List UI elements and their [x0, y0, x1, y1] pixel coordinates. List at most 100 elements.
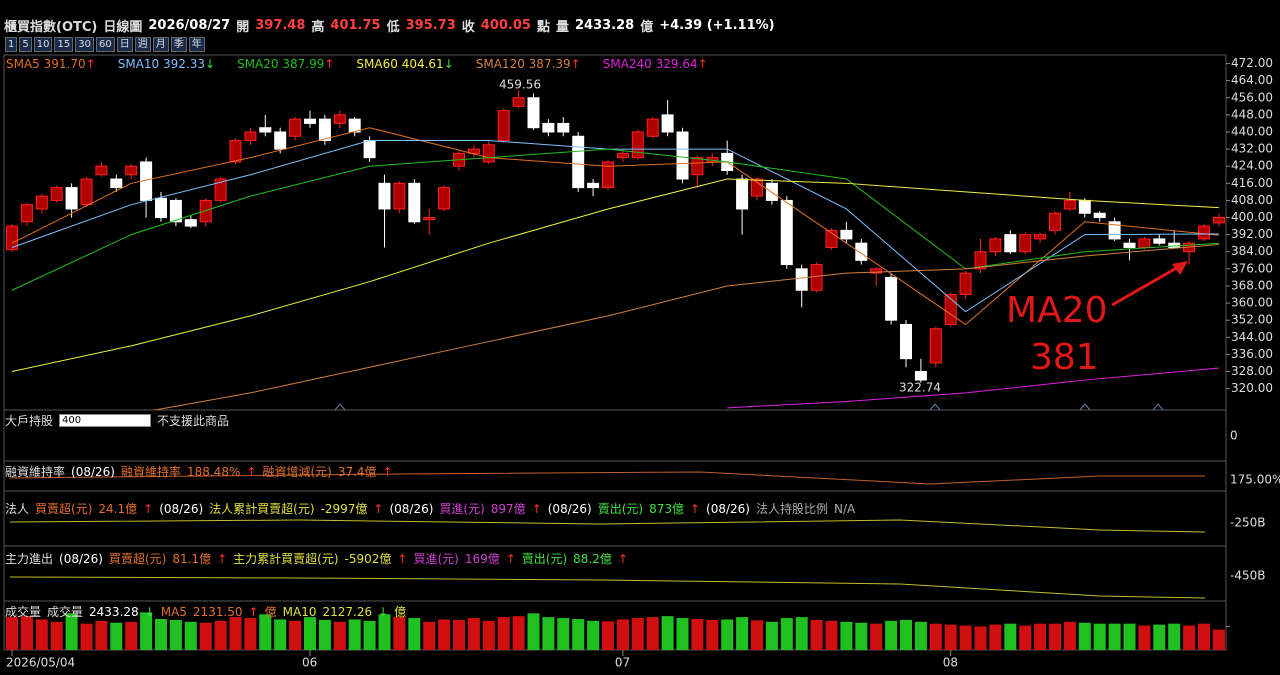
- candle-body: [348, 118, 361, 133]
- period-button[interactable]: 30: [75, 37, 94, 52]
- volume-bar: [602, 621, 614, 650]
- high-label: 459.56: [499, 78, 541, 92]
- period-button[interactable]: 15: [54, 37, 74, 52]
- candle-body: [542, 122, 555, 133]
- volume-bar: [20, 616, 33, 650]
- header-text: 高: [311, 20, 325, 35]
- header-text: 2433.28: [575, 18, 635, 33]
- legend-arrow: ↑: [85, 57, 96, 71]
- volume-bar: [453, 619, 465, 650]
- period-button[interactable]: 1: [5, 37, 18, 52]
- legend-name: SMA120: [475, 57, 525, 71]
- panel-text: ↑: [217, 551, 228, 566]
- volume-bar: [1183, 625, 1196, 650]
- header-text: 量: [555, 20, 569, 35]
- main-force-line: [9, 576, 1206, 599]
- candle-body: [214, 178, 227, 201]
- volume-bar: [1108, 623, 1121, 650]
- volume-bar: [780, 618, 793, 650]
- candle-body: [1034, 234, 1047, 240]
- y-tick-label: 336.00: [1231, 347, 1273, 361]
- panel-text: ↑: [143, 501, 154, 516]
- legend-arrow: ↑: [697, 57, 708, 71]
- volume-bar: [80, 623, 93, 650]
- volume-bar: [229, 617, 242, 650]
- volume-bar: [1198, 623, 1210, 650]
- main-plot: [6, 90, 1225, 410]
- y-tick-label: 344.00: [1231, 330, 1273, 344]
- candle-body: [363, 140, 376, 159]
- panel-text: N/A: [834, 501, 856, 516]
- volume-bar: [333, 621, 346, 650]
- volume-bar: [765, 621, 778, 650]
- header-text: 低: [386, 20, 400, 35]
- candle-body: [616, 152, 629, 159]
- candle-body: [289, 118, 302, 137]
- y-tick-label: 416.00: [1231, 176, 1273, 190]
- period-buttons: 1 5 10 15 30 60 日週月季年: [5, 37, 205, 52]
- volume-bar: [1123, 623, 1136, 650]
- volume-bar: [512, 616, 525, 650]
- panel-text: 買進(元): [413, 552, 459, 566]
- volume-bar: [825, 620, 838, 650]
- candle-body: [602, 161, 614, 189]
- ma-legend: SMA5 391.70↑ SMA10 392.33↓ SMA20 387.99↑ SM…: [6, 57, 708, 71]
- panel-text: (08/26): [547, 501, 592, 516]
- panel-legend: 大戶持股 400 不支援此商品: [5, 412, 229, 429]
- period-button[interactable]: 日: [116, 37, 133, 52]
- legend-name: SMA20: [237, 57, 279, 71]
- volume-bar: [110, 622, 123, 650]
- legend-entry: SMA10 392.33↓: [118, 57, 215, 71]
- legend-value: 391.70: [43, 57, 86, 71]
- panel-legend: 主力進出 (08/26) 買賣超(元) 81.1億 ↑ 主力累計買賣超(元) -5902億 ↑…: [5, 550, 628, 567]
- y-tick-label: 456.00: [1231, 90, 1273, 104]
- volume-bar: [289, 620, 302, 650]
- period-button[interactable]: 年: [188, 37, 205, 52]
- period-button[interactable]: 10: [33, 37, 53, 52]
- panel-legend: 法人 買賣超(元) 24.1億 ↑ (08/26) 法人累計買賣超(元) -2997億 ↑ (0…: [5, 500, 855, 517]
- candle-body: [408, 182, 421, 223]
- candle-body: [1198, 225, 1210, 240]
- legend-value: 404.61: [401, 57, 444, 71]
- candle-body: [184, 219, 197, 227]
- volume-bar: [1078, 622, 1091, 650]
- header-text: 櫃買指數(OTC): [4, 20, 98, 35]
- legend-arrow: ↑: [570, 57, 581, 71]
- panel-text: -5902億: [344, 552, 392, 566]
- period-button[interactable]: 季: [170, 37, 187, 52]
- volume-bar: [393, 617, 406, 650]
- arrow-head: [1172, 261, 1188, 275]
- period-button[interactable]: 週: [134, 37, 151, 52]
- volume-bar: [721, 619, 734, 650]
- volume-bar: [348, 619, 361, 650]
- panel-text: ↓: [378, 604, 389, 619]
- select[interactable]: 400: [59, 414, 152, 427]
- period-button[interactable]: 月: [152, 37, 169, 52]
- candle-body: [959, 272, 972, 296]
- volume-bar: [1168, 623, 1181, 650]
- volume-bar: [736, 617, 749, 650]
- panel-text: 不支援此商品: [157, 414, 230, 428]
- volume-bar: [646, 617, 659, 650]
- candle-body: [751, 178, 763, 197]
- header-text: 401.75: [330, 18, 381, 33]
- header-text: 397.48: [255, 18, 306, 33]
- candle-body: [914, 371, 927, 381]
- x-tick-label: 08: [943, 656, 958, 670]
- period-button[interactable]: 5: [19, 37, 32, 52]
- panel-legend: 成交量 成交量 2433.28 ↓ MA5 2131.50 ↑ 億 MA10 2127.26 ↓ 億: [5, 603, 406, 620]
- volume-bar: [1049, 623, 1061, 650]
- candle-body: [169, 199, 182, 223]
- panel-frame: [3, 600, 1227, 651]
- volume-bar: [900, 619, 912, 650]
- candle-body: [1108, 221, 1121, 240]
- panel-text: 24.1億: [98, 502, 138, 516]
- annotation: 381: [1030, 337, 1099, 378]
- panel-text: 億: [394, 605, 407, 619]
- y-tick-label: 464.00: [1231, 73, 1273, 87]
- volume-bar: [1138, 625, 1151, 650]
- period-button[interactable]: 60: [95, 37, 115, 52]
- candle-body: [1078, 199, 1091, 214]
- candle-body: [512, 97, 525, 107]
